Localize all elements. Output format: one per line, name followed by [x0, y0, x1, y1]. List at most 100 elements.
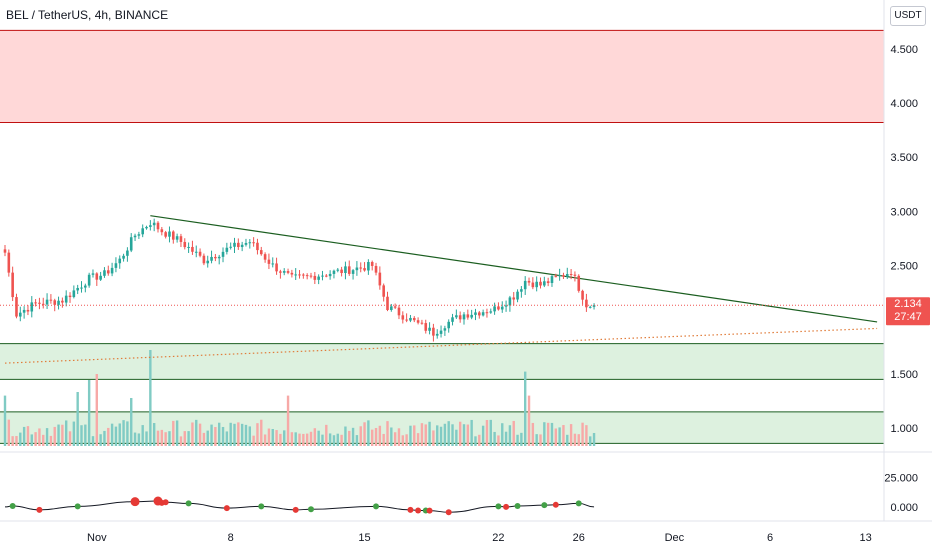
indicator-dot	[426, 507, 433, 514]
candle-body	[305, 275, 309, 277]
volume-bar	[302, 433, 305, 446]
volume-bar	[187, 431, 190, 446]
volume-bar	[531, 422, 535, 446]
volume-bar	[527, 395, 531, 446]
volume-bar	[313, 428, 317, 446]
volume-bar	[160, 429, 164, 446]
volume-bar	[99, 434, 102, 446]
volume-bar	[558, 427, 561, 446]
candle-body	[84, 285, 87, 288]
currency-button[interactable]: USDT	[890, 6, 926, 26]
volume-bar	[405, 434, 408, 446]
candle-body	[290, 272, 294, 275]
volume-bar	[271, 428, 274, 446]
candle-body	[405, 319, 408, 321]
candle-body	[129, 237, 133, 251]
volume-bar	[367, 420, 370, 446]
volume-bar	[229, 422, 232, 446]
candle-body	[168, 231, 171, 237]
candle-body	[298, 274, 301, 276]
indicator-dot	[162, 499, 169, 506]
candle-body	[585, 299, 588, 308]
time-axis-ticks: Nov 8 15 22 26 Dec 6 13	[87, 532, 872, 544]
candle-body	[282, 271, 286, 273]
candle-body	[439, 330, 443, 334]
candle-body	[363, 268, 366, 271]
candle-body	[118, 258, 122, 264]
volume-bar	[390, 427, 393, 446]
candle-body	[49, 299, 53, 301]
volume-bar	[168, 431, 171, 446]
candle-body	[210, 256, 213, 261]
time-tick-label: 22	[492, 532, 504, 544]
volume-bar	[516, 434, 519, 446]
volume-bar	[393, 432, 397, 446]
indicator-dot	[445, 509, 452, 516]
volume-bar	[126, 421, 129, 446]
candle-body	[149, 225, 152, 227]
volume-bar	[137, 433, 141, 446]
candle-body	[164, 232, 167, 237]
volume-bar	[554, 428, 557, 446]
volume-bar	[589, 436, 592, 446]
volume-bar	[256, 423, 259, 446]
volume-bar	[275, 430, 278, 446]
volume-bar	[512, 420, 515, 446]
candle-body	[103, 270, 106, 276]
volume-bar	[130, 398, 133, 446]
volume-bar	[149, 350, 152, 446]
candle-body	[76, 287, 79, 291]
volume-bar	[95, 374, 98, 446]
time-tick-label: 13	[860, 532, 872, 544]
candle-body	[435, 333, 439, 336]
candle-body	[539, 281, 542, 286]
volume-bar	[550, 422, 554, 446]
candle-body	[313, 275, 317, 280]
candle-body	[351, 270, 355, 274]
volume-bar	[436, 425, 439, 446]
volume-bar	[179, 436, 183, 446]
volume-bar	[470, 419, 473, 446]
candle-body	[474, 312, 477, 315]
volume-bar	[15, 436, 18, 446]
candle-body	[133, 235, 137, 238]
volume-bar	[218, 422, 221, 446]
candle-body	[233, 242, 236, 247]
candle-body	[99, 275, 102, 280]
price-axis-ticks: 4.500 4.000 3.500 3.000 2.500 1.500 1.000	[890, 44, 918, 435]
volume-bar	[7, 419, 11, 446]
indicator-dot	[373, 503, 380, 510]
indicator-dot	[514, 502, 521, 509]
trendline-ascending	[4, 327, 878, 364]
candle-body	[114, 263, 118, 268]
volume-bar	[210, 424, 213, 446]
candle-body	[15, 297, 18, 317]
volume-bar	[451, 424, 454, 446]
volume-bar	[328, 433, 332, 446]
candle-body	[497, 306, 500, 310]
candle-body	[19, 312, 22, 317]
candle-body	[237, 242, 240, 248]
candle-body	[259, 250, 263, 255]
candle-body	[336, 269, 340, 271]
candle-body	[569, 274, 573, 276]
volume-bar	[485, 419, 489, 446]
candle-body	[179, 236, 183, 242]
candle-body	[309, 275, 313, 277]
volume-bar	[321, 434, 324, 446]
indicator-dot	[407, 506, 414, 513]
candle-body	[386, 296, 389, 311]
candle-body	[183, 241, 187, 248]
indicator-dot	[9, 502, 16, 509]
candle-body	[382, 285, 385, 297]
candle-body	[455, 315, 458, 318]
volume-bar	[172, 420, 175, 446]
volume-bar	[424, 424, 427, 446]
candle-body	[263, 254, 267, 260]
candle-body	[22, 309, 26, 313]
volume-bar	[61, 424, 64, 446]
candle-body	[412, 317, 416, 321]
volume-bar	[497, 435, 500, 446]
candle-body	[378, 272, 382, 286]
